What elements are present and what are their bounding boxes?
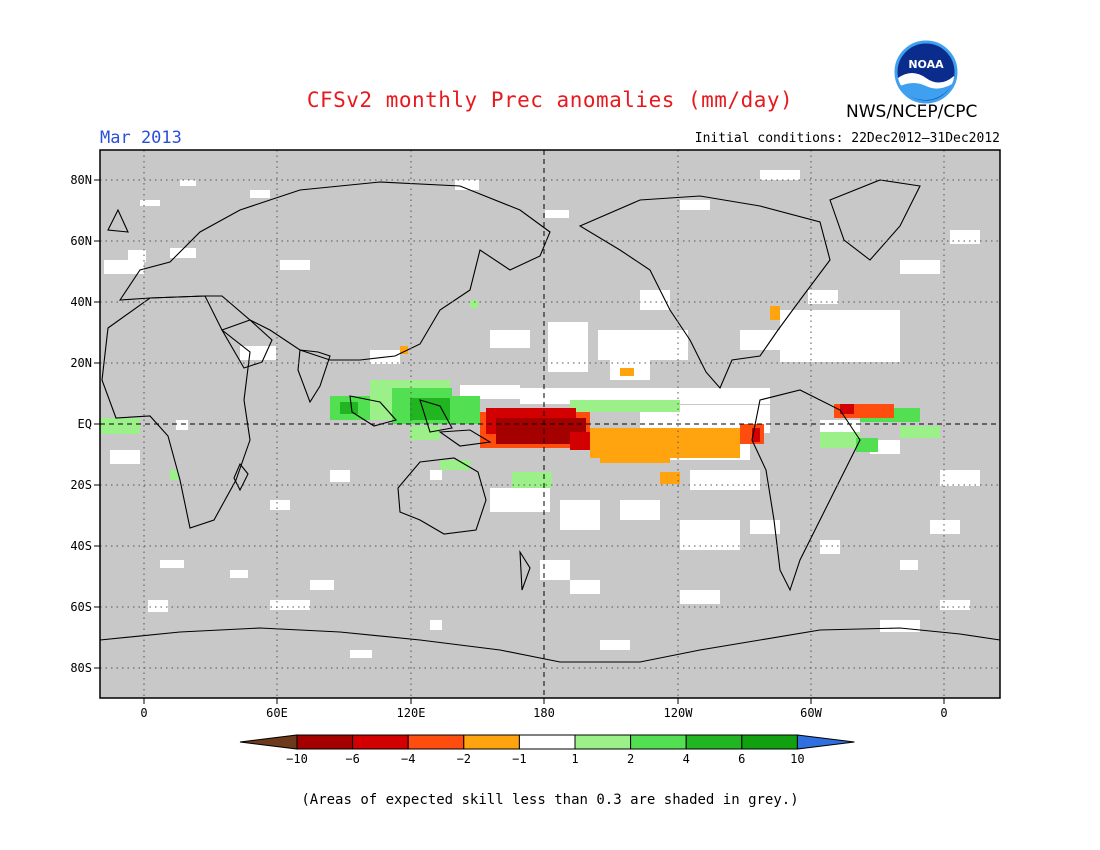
world-map: 80N 60N 40N 20N EQ 20S 40S 60S 80S 0 60E… bbox=[70, 149, 1001, 720]
lat-label: 40N bbox=[70, 295, 92, 309]
forecast-month: Mar 2013 bbox=[100, 128, 182, 148]
lat-label: 80N bbox=[70, 173, 92, 187]
lat-label: 40S bbox=[70, 539, 92, 553]
legend-swatch bbox=[630, 734, 687, 750]
lon-label: 60E bbox=[266, 706, 288, 720]
equator-dateline bbox=[100, 150, 1000, 698]
legend-swatch bbox=[407, 734, 465, 750]
legend-label: −6 bbox=[345, 752, 359, 766]
lon-label: 60W bbox=[800, 706, 822, 720]
lat-label: 20N bbox=[70, 356, 92, 370]
legend-swatch bbox=[574, 734, 632, 750]
legend-label: −4 bbox=[401, 752, 415, 766]
skill-footnote: (Areas of expected skill less than 0.3 a… bbox=[301, 792, 799, 808]
legend-label: −10 bbox=[286, 752, 308, 766]
legend-label: 10 bbox=[790, 752, 804, 766]
legend-colorbar: −10 −6 −4 −2 −1 1 2 4 6 10 bbox=[239, 734, 855, 766]
map-title: CFSv2 monthly Prec anomalies (mm/day) bbox=[306, 88, 794, 112]
lat-label: 60S bbox=[70, 600, 92, 614]
legend-label: 4 bbox=[683, 752, 690, 766]
lon-label: 120E bbox=[397, 706, 426, 720]
legend-arrow-high bbox=[796, 734, 855, 750]
coastlines bbox=[99, 179, 1001, 663]
lon-label: 120W bbox=[664, 706, 694, 720]
legend-swatch bbox=[296, 734, 354, 750]
noaa-logo-text: NOAA bbox=[908, 58, 944, 71]
legend-label: 2 bbox=[627, 752, 634, 766]
legend-swatch bbox=[685, 734, 743, 750]
initial-conditions: Initial conditions: 22Dec2012–31Dec2012 bbox=[694, 131, 1000, 146]
legend-swatch bbox=[463, 734, 520, 750]
lon-label: 180 bbox=[533, 706, 555, 720]
legend-label: 6 bbox=[738, 752, 745, 766]
legend-label: −1 bbox=[512, 752, 526, 766]
lat-label: EQ bbox=[78, 417, 92, 431]
agency-label: NWS/NCEP/CPC bbox=[846, 102, 978, 122]
lon-label: 0 bbox=[140, 706, 147, 720]
legend-swatch bbox=[741, 734, 798, 750]
lon-label: 0 bbox=[940, 706, 947, 720]
legend-swatch bbox=[352, 734, 409, 750]
lat-label: 60N bbox=[70, 234, 92, 248]
noaa-logo: NOAA bbox=[894, 40, 958, 104]
negative-anomaly-patches bbox=[400, 306, 894, 484]
graticule bbox=[100, 150, 1000, 698]
legend-label: 1 bbox=[571, 752, 578, 766]
legend-swatch bbox=[518, 734, 576, 750]
lat-label: 80S bbox=[70, 661, 92, 675]
lat-label: 20S bbox=[70, 478, 92, 492]
legend-label: −2 bbox=[457, 752, 471, 766]
legend-arrow-low bbox=[239, 734, 298, 750]
